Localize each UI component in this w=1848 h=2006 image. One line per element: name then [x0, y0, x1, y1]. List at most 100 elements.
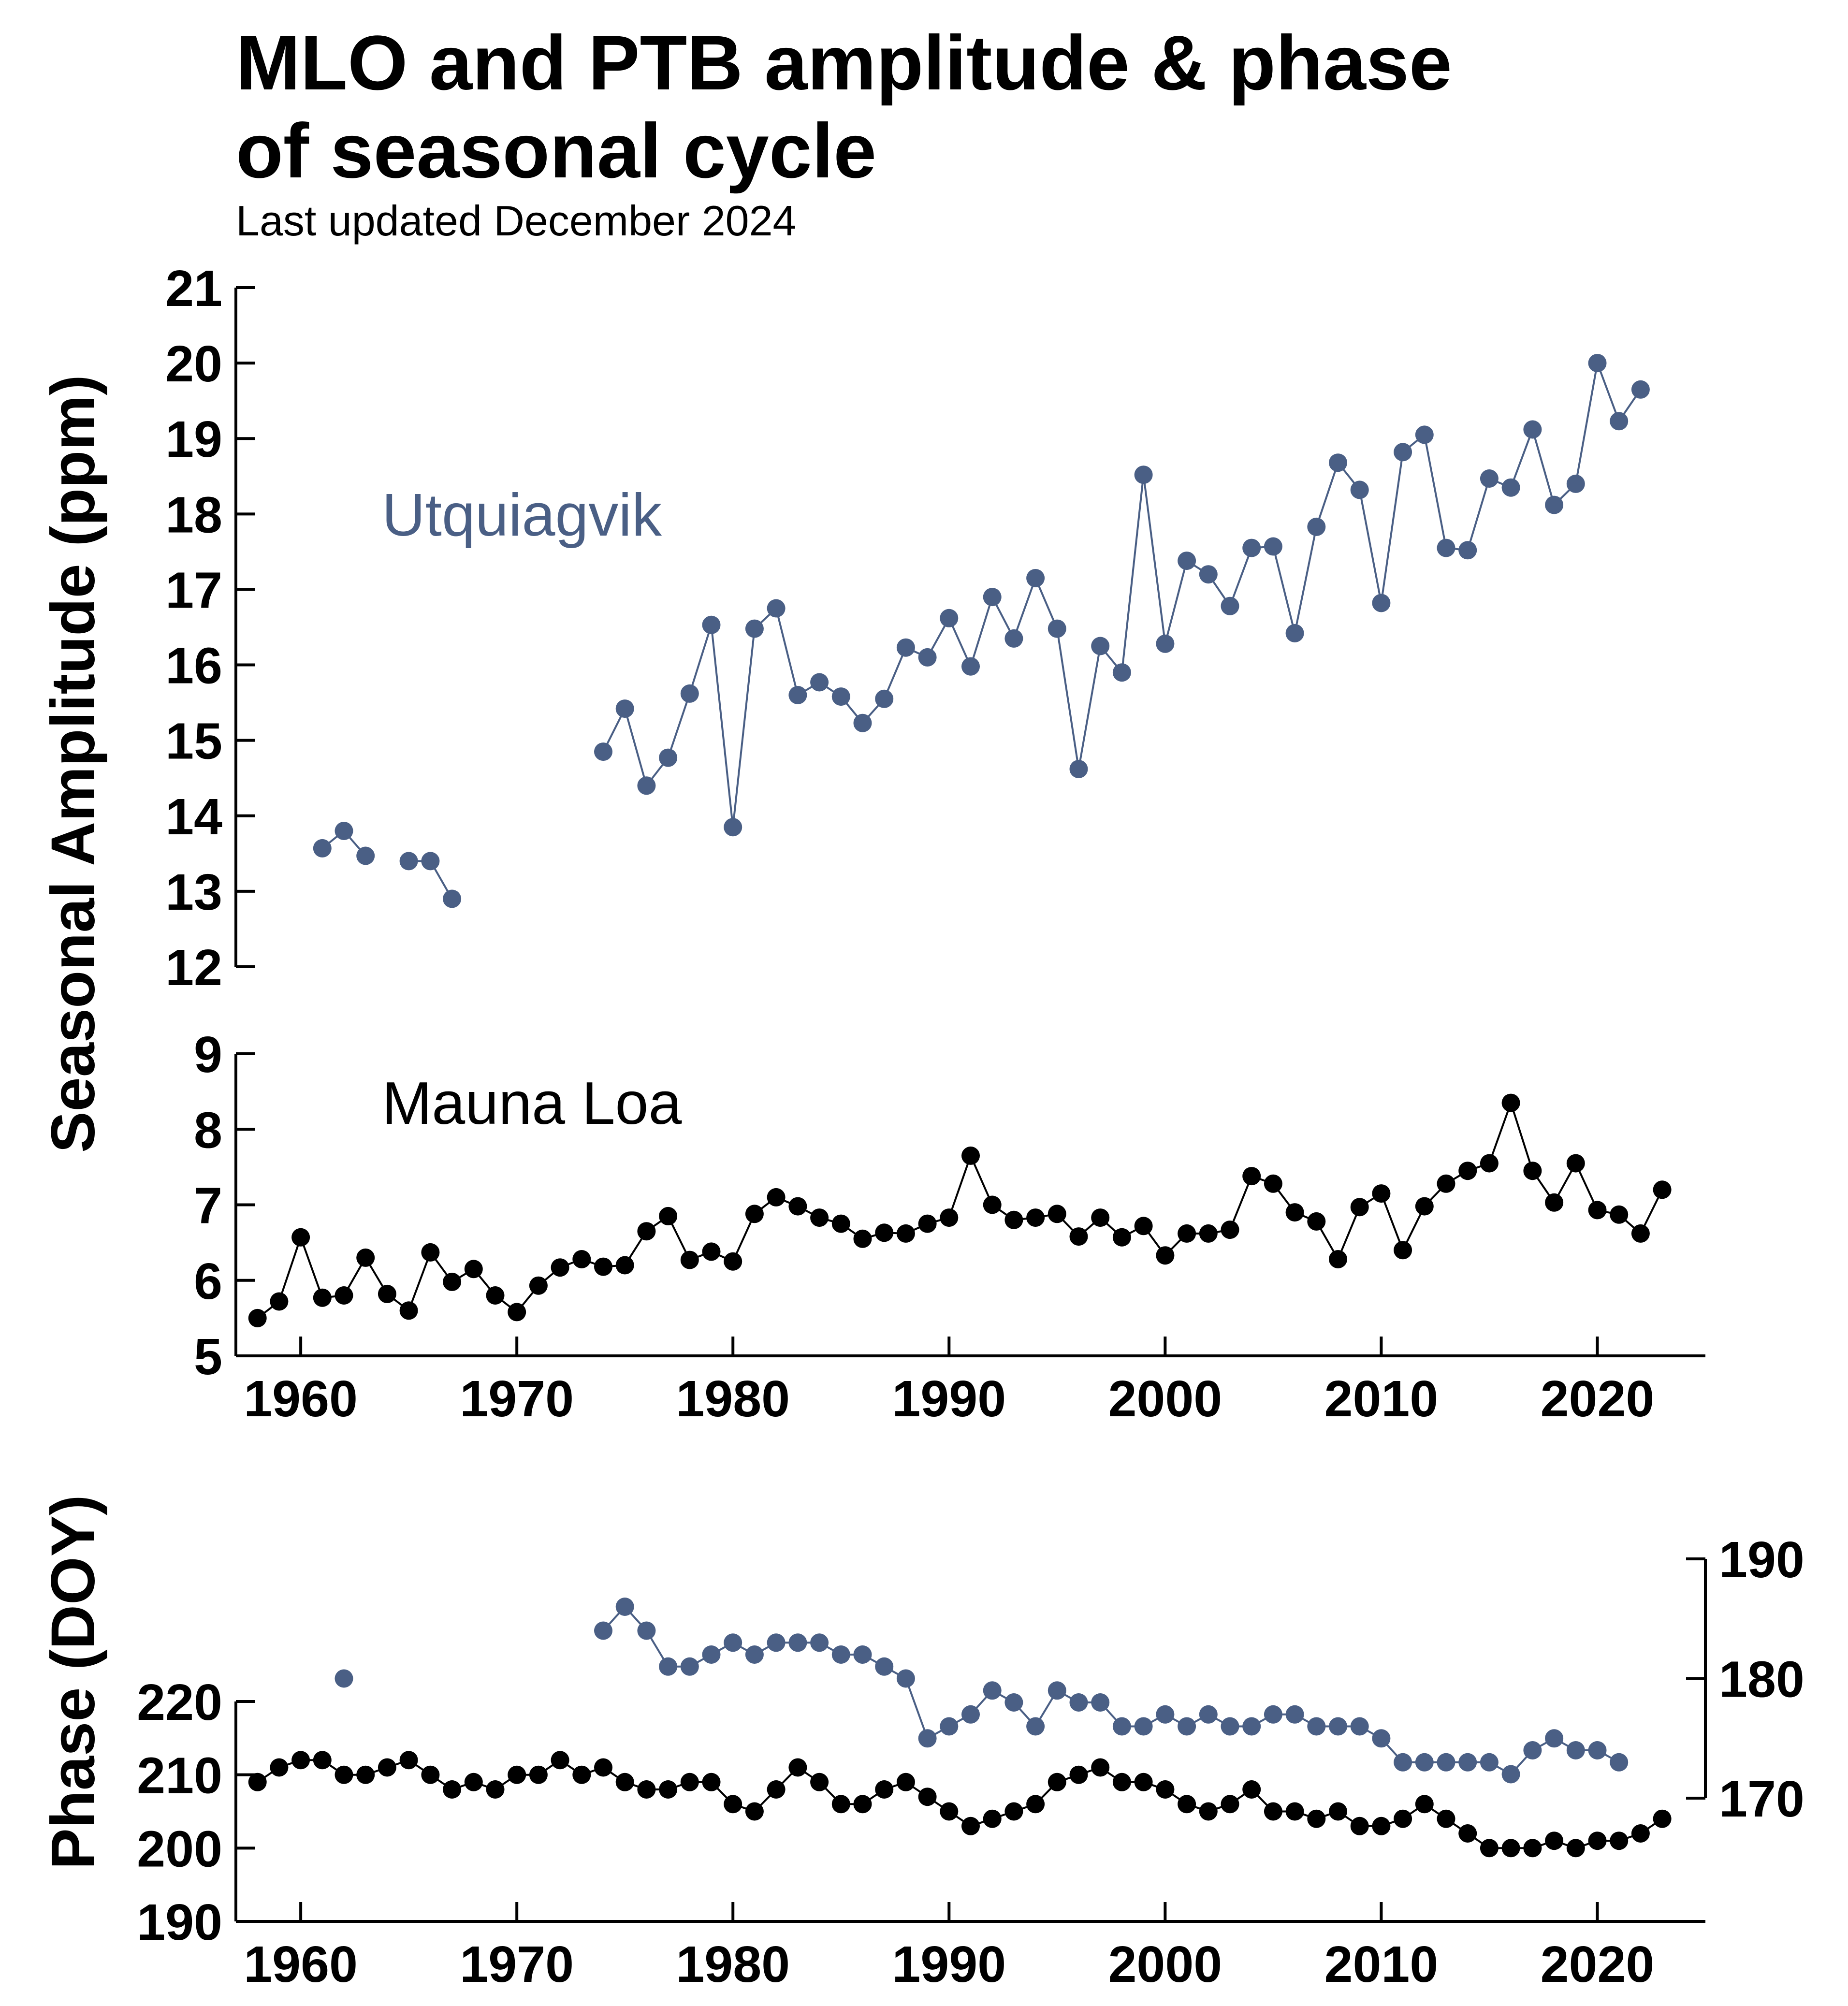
- barrow-phase-point-2018: [1545, 1729, 1564, 1748]
- mlo-phase-point-1964: [378, 1758, 396, 1777]
- barrow-amp-point-2007: [1307, 517, 1326, 536]
- mlo-amp-point-1978: [680, 1250, 699, 1269]
- mlo-amp-point-1969: [486, 1286, 505, 1305]
- mlo-phase-point-2004: [1242, 1780, 1261, 1799]
- mlo-phase-line-0: [257, 1759, 1663, 1849]
- mlo-phase-point-1995: [1048, 1773, 1066, 1791]
- mlo-phase-point-1966: [421, 1765, 440, 1784]
- mlo-amp-point-1960: [291, 1228, 310, 1247]
- mlo-amp-point-2006: [1285, 1203, 1304, 1222]
- mlo-phase-point-1991: [961, 1817, 980, 1835]
- barrow-phase-point-1996: [1069, 1693, 1088, 1712]
- mlo-phase-point-2018: [1545, 1832, 1564, 1850]
- mlo-phase-point-1992: [983, 1809, 1002, 1828]
- barrow-phase-point-2008: [1329, 1717, 1347, 1736]
- barrow-amp-point-2003: [1221, 596, 1239, 615]
- barrow-amp-point-1980: [724, 818, 742, 837]
- barrow-amp-point-1993: [1004, 629, 1023, 648]
- barrow-amp-point-1966: [421, 852, 440, 871]
- barrow-phase-point-2006: [1285, 1705, 1304, 1724]
- phase-right-ytick-label-170: 170: [1719, 1771, 1804, 1828]
- barrow-phase-point-2012: [1415, 1753, 1434, 1772]
- barrow-amp-point-1996: [1069, 760, 1088, 778]
- barrow-phase-point-1991: [961, 1705, 980, 1724]
- mlo-phase-point-1980: [724, 1795, 742, 1814]
- mlo-phase-point-2020: [1588, 1832, 1607, 1850]
- mlo-amp-point-1990: [940, 1208, 959, 1227]
- mlo-phase-point-2021: [1610, 1832, 1629, 1850]
- mlo-amp-point-2012: [1415, 1197, 1434, 1216]
- mlo-amp-point-1974: [594, 1257, 612, 1276]
- mlo-amp-point-1984: [810, 1208, 829, 1227]
- mlo-phase-point-1987: [875, 1780, 894, 1799]
- mlo-amp-point-1981: [745, 1205, 764, 1223]
- mlo-amp-point-1995: [1048, 1205, 1066, 1223]
- barrow-amp-point-1977: [659, 748, 678, 767]
- mlo-phase-point-1961: [313, 1751, 332, 1770]
- barrow-phase-point-2009: [1350, 1717, 1369, 1736]
- barrow-amp-point-1974: [594, 742, 612, 761]
- barrow-amp-point-2004: [1242, 538, 1261, 557]
- mlo-amp-ytick-label-9: 9: [194, 1026, 222, 1083]
- barrow-amp-point-1978: [680, 684, 699, 703]
- barrow-phase-point-1988: [896, 1669, 915, 1688]
- mlo-amp-point-1958: [248, 1308, 267, 1327]
- mlo-phase-point-2012: [1415, 1795, 1434, 1814]
- barrow-phase-point-1994: [1026, 1717, 1045, 1736]
- barrow-amp-ytick-label-13: 13: [165, 864, 222, 921]
- mlo-phase-point-1972: [551, 1751, 569, 1770]
- barrow-amp-point-1997: [1091, 637, 1110, 655]
- mlo-amp-point-1962: [335, 1286, 353, 1305]
- barrow-amp-point-2010: [1372, 594, 1391, 612]
- barrow-phase-point-1983: [788, 1633, 807, 1652]
- mlo-phase-point-2007: [1307, 1809, 1326, 1828]
- mlo-phase-point-2019: [1566, 1839, 1585, 1858]
- phase-right-ytick-label-180: 180: [1719, 1651, 1804, 1708]
- barrow-phase-point-1989: [918, 1729, 937, 1748]
- barrow-amp-point-1983: [788, 686, 807, 704]
- mlo-phase-point-1960: [291, 1751, 310, 1770]
- barrow-amp-point-2015: [1480, 469, 1499, 488]
- barrow-phase-point-1987: [875, 1657, 894, 1676]
- barrow-amp-point-2011: [1394, 443, 1412, 462]
- barrow-amp-point-1994: [1026, 569, 1045, 587]
- phase-left-ytick-label-190: 190: [137, 1894, 222, 1951]
- barrow-phase-point-2003: [1221, 1717, 1239, 1736]
- barrow-amp-point-1991: [961, 657, 980, 676]
- mlo-phase-point-2013: [1437, 1809, 1455, 1828]
- barrow-amp-point-1998: [1112, 663, 1131, 682]
- mlo-phase-point-2017: [1523, 1839, 1542, 1858]
- mlo-amp-point-2020: [1588, 1201, 1607, 1220]
- barrow-amp-point-2013: [1437, 538, 1455, 557]
- mlo-amp-point-1999: [1134, 1217, 1153, 1236]
- mlo-phase-point-1996: [1069, 1765, 1088, 1784]
- barrow-amp-point-1999: [1134, 465, 1153, 484]
- mlo-phase-point-1968: [464, 1773, 483, 1791]
- barrow-phase-point-1992: [983, 1681, 1002, 1700]
- barrow-amp-point-1995: [1048, 619, 1066, 638]
- barrow-amp-point-1987: [875, 689, 894, 708]
- barrow-amp-point-1988: [896, 638, 915, 657]
- mlo-amp-point-2003: [1221, 1221, 1239, 1239]
- mlo-phase-point-1984: [810, 1773, 829, 1791]
- phase-axis-label: Phase (DOY): [39, 1495, 108, 1869]
- phase-xtick-label-2010: 2010: [1324, 1936, 1439, 1993]
- barrow-phase-point-2007: [1307, 1717, 1326, 1736]
- barrow-phase-point-1997: [1091, 1693, 1110, 1712]
- mlo-amp-ytick-label-8: 8: [194, 1102, 222, 1159]
- mlo-amp-point-1991: [961, 1146, 980, 1165]
- phase-left-ytick-label-210: 210: [137, 1747, 222, 1804]
- mlo-amp-point-1980: [724, 1252, 742, 1271]
- mlo-phase-point-1977: [659, 1780, 678, 1799]
- barrow-phase-point-1977: [659, 1657, 678, 1676]
- barrow-phase-point-1990: [940, 1717, 959, 1736]
- barrow-amp-ytick-label-17: 17: [165, 562, 222, 619]
- mlo-phase-point-2009: [1350, 1817, 1369, 1835]
- phase-xtick-label-1980: 1980: [676, 1936, 790, 1993]
- mlo-amp-xtick-label-2020: 2020: [1541, 1370, 1655, 1427]
- mlo-amp-point-2001: [1178, 1224, 1196, 1243]
- mlo-amplitude-panel: 5 6 7 8 9 1960 1970 1980 1990 2000 2010 2020: [194, 1026, 1705, 1427]
- barrow-phase-point-1999: [1134, 1717, 1153, 1736]
- barrow-phase-point-2014: [1458, 1753, 1477, 1772]
- mlo-phase-point-2008: [1329, 1802, 1347, 1821]
